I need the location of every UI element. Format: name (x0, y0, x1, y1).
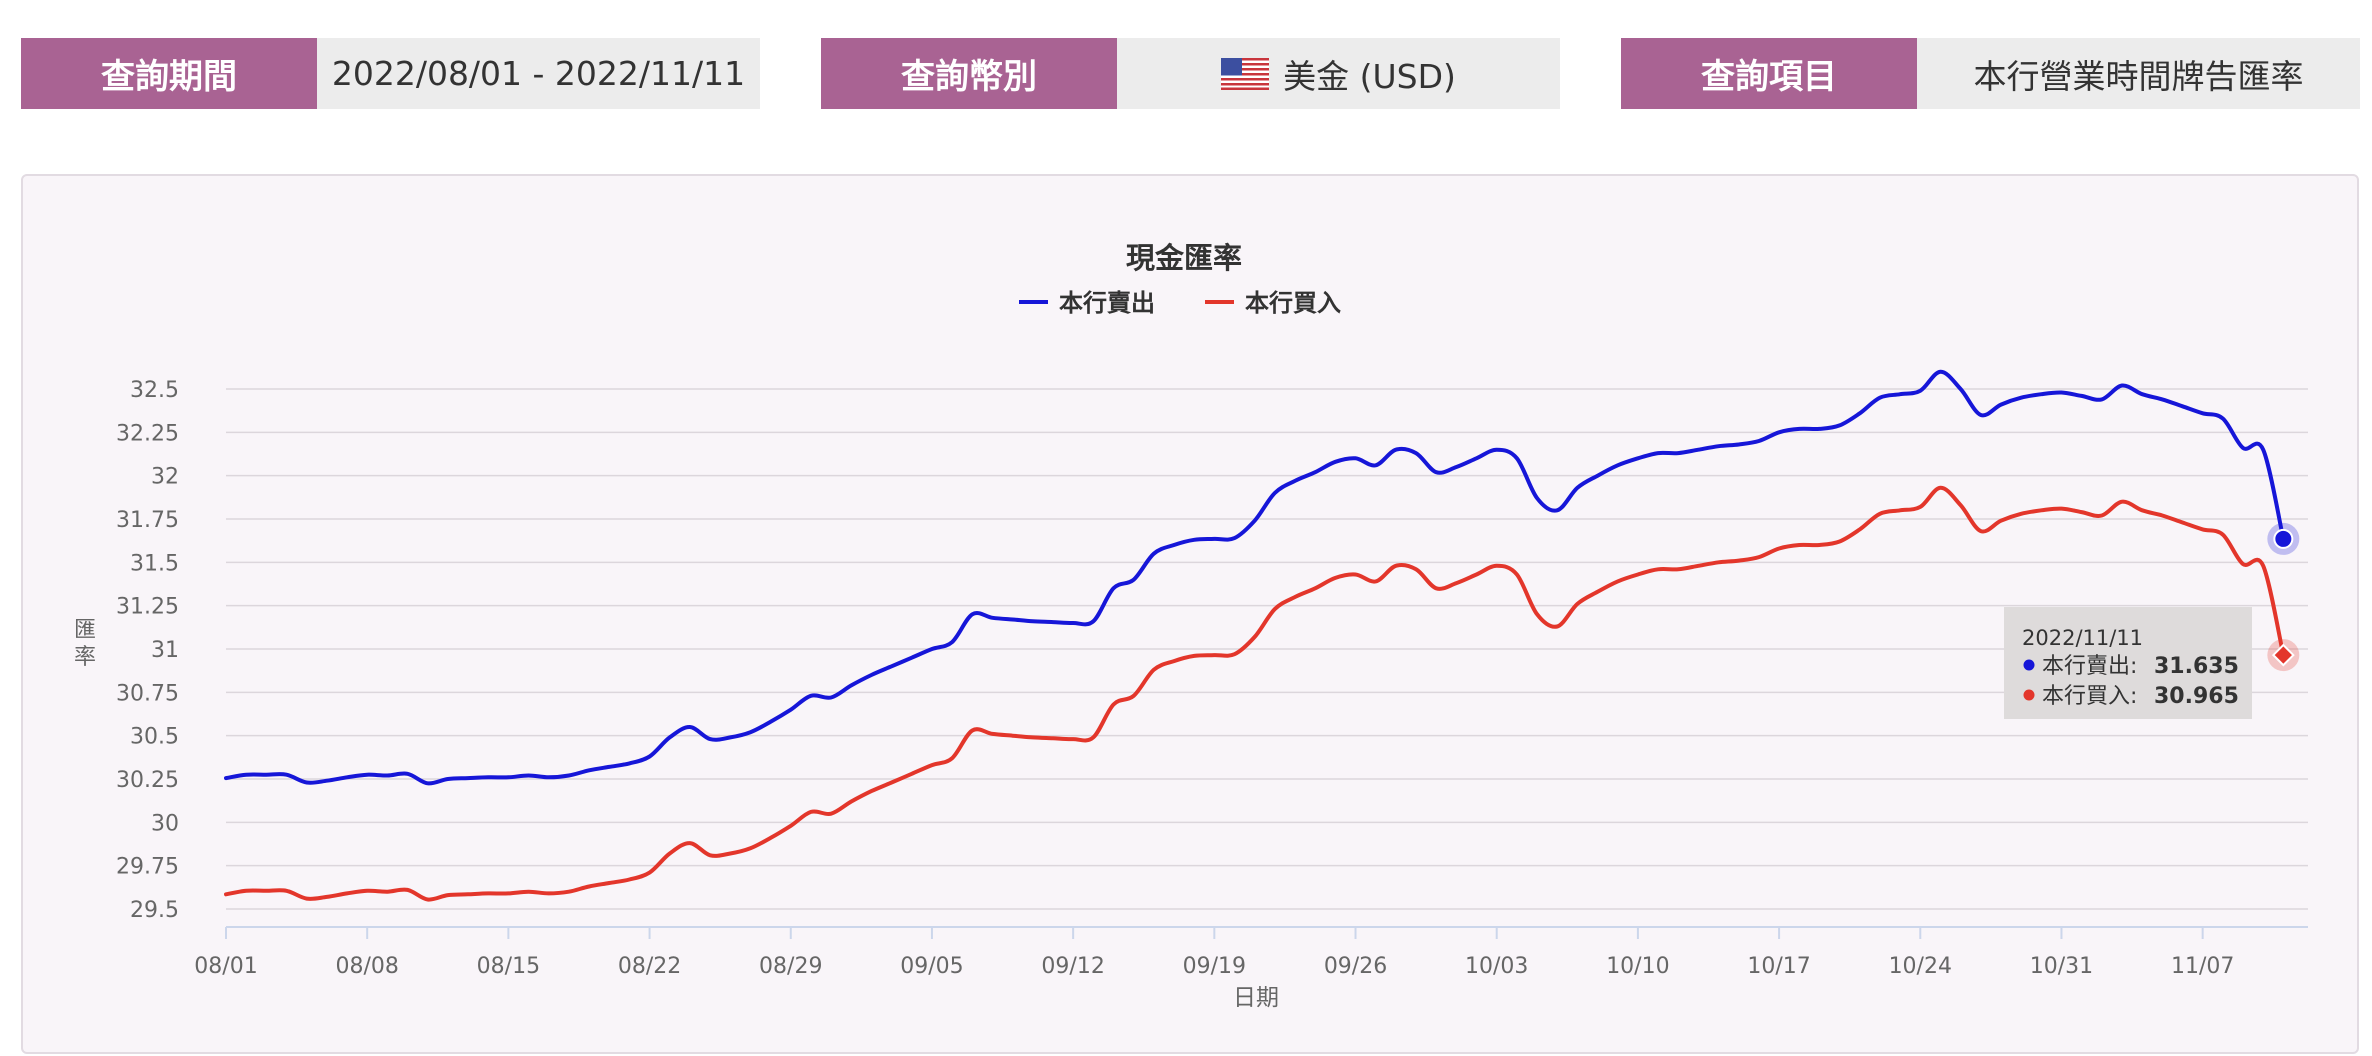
x-tick-label: 08/01 (194, 954, 257, 979)
y-tick-label: 30.25 (116, 768, 179, 793)
x-tick-label: 11/07 (2171, 954, 2234, 979)
legend-item-sell[interactable]: 本行賣出 (1019, 289, 1155, 317)
query-item-label: 查詢項目 (1621, 38, 1917, 109)
query-currency-group: 查詢幣別 美金 (USD) (821, 38, 1560, 109)
query-period-group: 查詢期間 2022/08/01 - 2022/11/11 (21, 38, 760, 109)
query-currency-select[interactable]: 美金 (USD) (1117, 38, 1560, 109)
query-period-label: 查詢期間 (21, 38, 317, 109)
us-flag-icon (1221, 57, 1270, 90)
chart-legend[interactable]: 本行賣出 本行買入 (1019, 289, 1341, 317)
gridlines (226, 388, 2308, 910)
query-item-group: 查詢項目 本行營業時間牌告匯率 (1621, 38, 2360, 109)
tooltip-sell-dot (2023, 659, 2035, 671)
y-axis-title-part2: 率 (74, 645, 96, 670)
y-tick-label: 32.5 (130, 378, 179, 403)
query-period-value[interactable]: 2022/08/01 - 2022/11/11 (317, 38, 760, 109)
x-tick-label: 10/10 (1606, 954, 1669, 979)
x-axis-ticks: 08/01 08/08 08/15 08/22 08/29 09/05 09/12 09/19… (194, 927, 2234, 979)
x-tick-label: 10/17 (1747, 954, 1810, 979)
tooltip-buy-dot (2023, 689, 2035, 701)
x-tick-label: 10/24 (1889, 954, 1952, 979)
query-currency-label: 查詢幣別 (821, 38, 1117, 109)
tooltip-sell-value: 31.635 (2154, 654, 2239, 679)
y-tick-label: 30 (151, 811, 179, 836)
y-tick-label: 30.5 (130, 725, 179, 750)
x-tick-label: 09/05 (900, 954, 963, 979)
chart-tooltip: 2022/11/11 本行賣出: 31.635 本行買入: 30.965 (2004, 607, 2252, 719)
sell-marker (2273, 528, 2294, 549)
legend-sell-label: 本行賣出 (1059, 289, 1155, 317)
y-tick-label: 31.5 (130, 551, 179, 576)
tooltip-buy-label: 本行買入: (2042, 684, 2137, 709)
y-tick-label: 31 (151, 638, 179, 663)
x-tick-label: 09/12 (1041, 954, 1104, 979)
y-tick-label: 31.25 (116, 595, 179, 620)
series-layer[interactable] (224, 369, 2286, 902)
query-currency-text: 美金 (USD) (1283, 56, 1456, 96)
tooltip-buy-value: 30.965 (2154, 684, 2239, 709)
query-item-text: 本行營業時間牌告匯率 (1973, 56, 2304, 96)
x-tick-label: 09/19 (1183, 954, 1246, 979)
y-tick-label: 29.5 (130, 898, 179, 923)
x-tick-label: 08/29 (759, 954, 822, 979)
x-axis-title: 日期 (1233, 985, 1279, 1011)
x-tick-label: 10/31 (2030, 954, 2093, 979)
query-item-select[interactable]: 本行營業時間牌告匯率 (1917, 38, 2360, 109)
y-axis-ticks: 32.5 32.25 32 31.75 31.5 31.25 31 30.75 30.5 30.2… (116, 378, 179, 923)
tooltip-box (2004, 607, 2252, 719)
chart-panel: 現金匯率 本行賣出 本行買入 32.5 32.25 32 31.75 31.5 31.25… (21, 174, 2359, 1054)
x-tick-label: 08/22 (618, 954, 681, 979)
legend-buy-label: 本行買入 (1245, 289, 1341, 317)
query-period-text: 2022/08/01 - 2022/11/11 (331, 54, 746, 93)
tooltip-date: 2022/11/11 (2022, 626, 2143, 650)
exchange-rate-chart: 現金匯率 本行賣出 本行買入 32.5 32.25 32 31.75 31.5 31.25… (74, 241, 2308, 1011)
y-axis-title-part1: 匯 (74, 618, 96, 643)
x-tick-label: 10/03 (1465, 954, 1528, 979)
series-line-sell[interactable] (224, 369, 2286, 786)
tooltip-sell-label: 本行賣出: (2042, 654, 2137, 679)
x-tick-label: 09/26 (1324, 954, 1387, 979)
legend-item-buy[interactable]: 本行買入 (1205, 289, 1341, 317)
series-line-buy[interactable] (224, 485, 2286, 902)
y-tick-label: 30.75 (116, 681, 179, 706)
y-tick-label: 32.25 (116, 421, 179, 446)
x-tick-label: 08/15 (477, 954, 540, 979)
buy-marker (2271, 643, 2295, 667)
chart-title: 現金匯率 (1126, 241, 1242, 275)
y-tick-label: 32 (151, 465, 179, 490)
y-tick-label: 29.75 (116, 855, 179, 880)
y-tick-label: 31.75 (116, 508, 179, 533)
hover-markers (2267, 522, 2300, 672)
x-tick-label: 08/08 (335, 954, 398, 979)
